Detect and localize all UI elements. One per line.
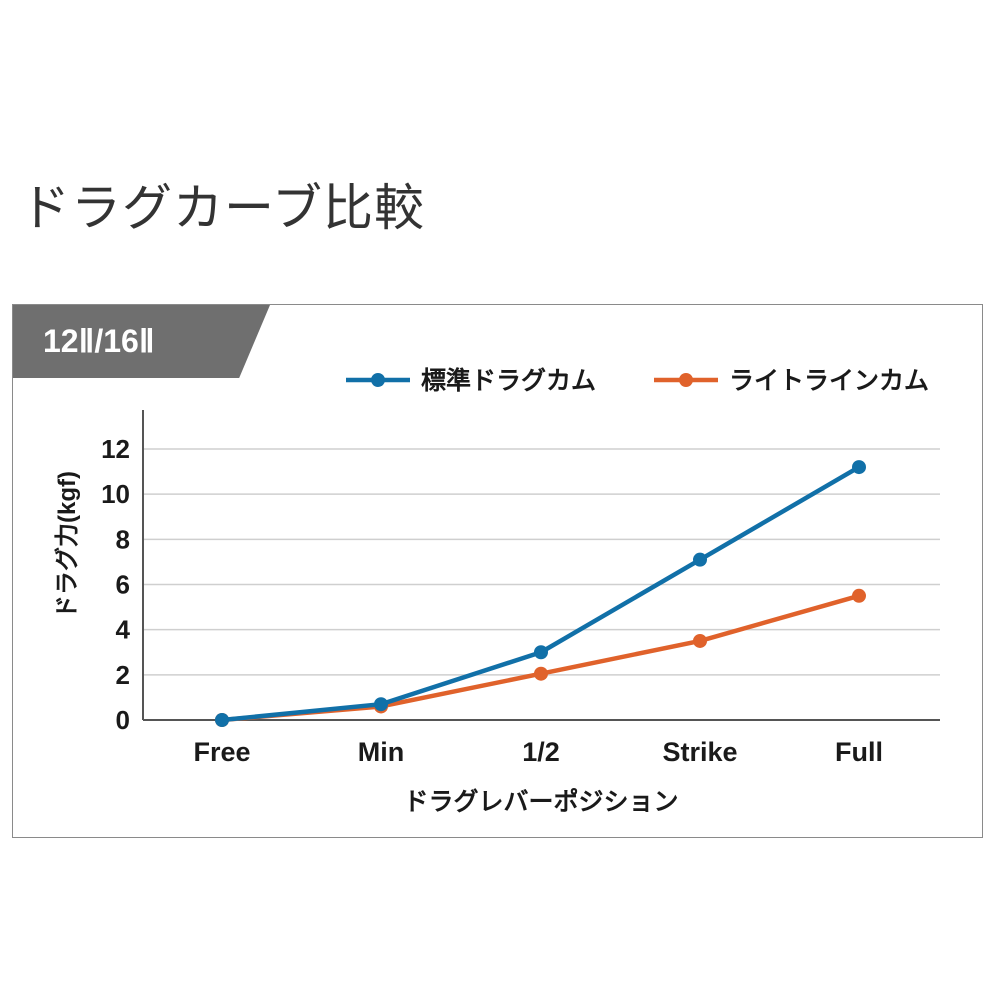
page-title: ドラグカーブ比較 [20,179,425,237]
y-tick-label: 4 [116,615,131,645]
x-tick-labels: Free Min 1/2 Strike Full [193,737,883,767]
legend: 標準ドラグカム ライトラインカム [346,366,929,395]
legend-label: 標準ドラグカム [421,366,596,395]
x-axis-title: ドラグレバーポジション [403,787,678,816]
y-tick-label: 6 [116,570,130,600]
legend-marker [679,373,693,387]
legend-marker [371,373,385,387]
data-point-light [852,588,866,603]
data-point-light [534,666,548,681]
y-axis-title: ドラグ力(kgf) [54,471,81,619]
y-tick-labels: 0 2 4 6 8 10 12 [101,434,130,735]
x-tick-label: Free [193,737,250,767]
x-tick-label: Strike [662,737,737,767]
x-tick-label: 1/2 [522,737,560,767]
legend-label: ライトラインカム [729,367,929,395]
series-lines [215,460,866,727]
y-tick-label: 0 [116,705,130,735]
x-tick-label: Min [358,737,405,767]
chart-panel: 12Ⅱ/16Ⅱ [12,304,983,838]
model-label: 12Ⅱ/16Ⅱ [43,323,155,359]
data-point-standard [534,645,548,660]
grid-lines [143,448,940,676]
series-line-standard [221,465,861,723]
y-tick-label: 12 [101,434,130,464]
data-point-standard [693,552,707,567]
data-point-light [693,633,707,648]
data-point-standard [374,697,388,712]
data-point-standard [215,713,229,727]
model-tab [13,305,270,378]
y-tick-label: 8 [116,524,130,554]
x-tick-label: Full [835,737,883,767]
y-tick-label: 10 [101,479,130,509]
data-point-standard [852,460,866,475]
y-tick-label: 2 [116,660,130,690]
